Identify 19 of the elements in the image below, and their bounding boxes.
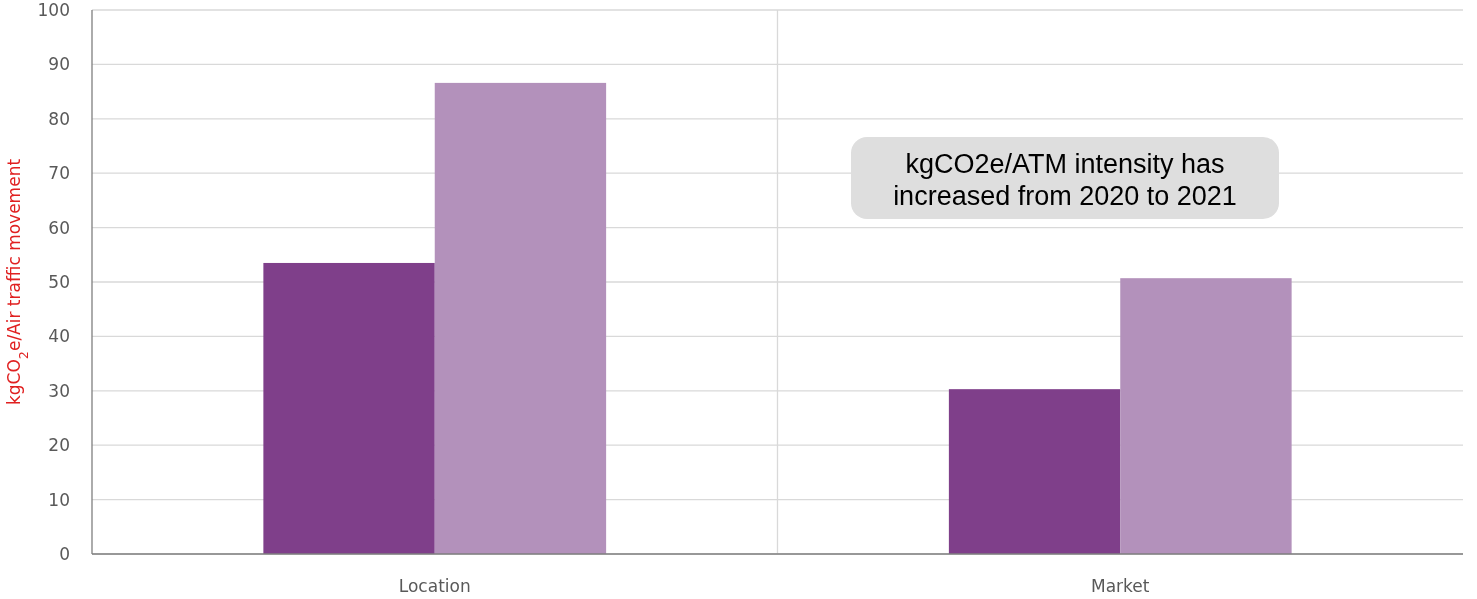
y-tick-label: 100 [37,0,70,20]
callout-box: kgCO2e/ATM intensity has increased from 2020 to 2021 [851,137,1279,219]
y-tick-label: 30 [48,380,70,401]
x-tick-label: Market [1091,576,1150,596]
y-tick-label: 40 [48,326,70,347]
x-tick-label: Location [398,576,471,596]
y-tick-label: 20 [48,435,70,456]
y-tick-label: 10 [48,489,70,510]
y-tick-label: 70 [48,163,70,184]
annotation: kgCO2e/ATM intensity has increased from 2020 to 2021 [893,149,1237,211]
y-tick-label: 50 [48,271,70,292]
y-tick-label: 0 [59,543,70,564]
y-tick-label: 90 [48,54,70,75]
bar [263,262,435,554]
bar [948,389,1121,554]
y-tick-label: 60 [48,217,70,238]
bar [434,82,607,554]
bar [1120,278,1292,554]
y-tick-label: 80 [48,108,70,129]
